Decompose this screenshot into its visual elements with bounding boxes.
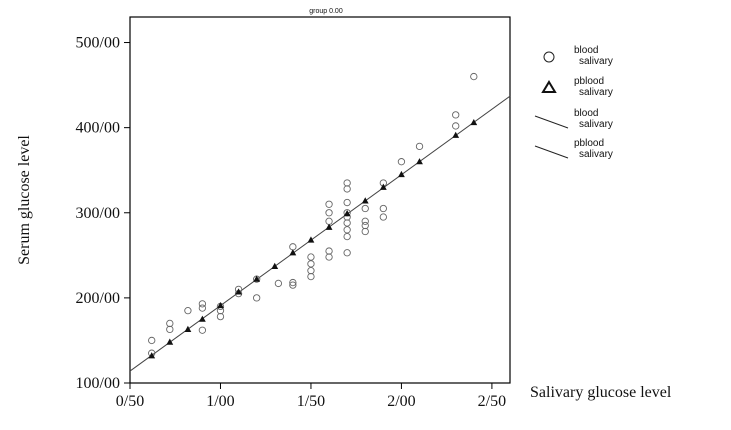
legend-label-line1: blood [574,45,598,56]
triangle-point [235,288,242,295]
circle-point [415,142,424,151]
triangle-point [198,315,206,322]
y-axis: 100/00 200/00 300/00 400/00 500/00 [76,35,130,392]
legend-label-line2: salivary [579,87,613,98]
x-tick-label: 1/00 [206,393,234,410]
circle-point [325,209,333,217]
y-tick-label: 500/00 [76,35,120,52]
circle-point [274,279,283,288]
circle-point [289,278,297,287]
circle-point [184,307,192,315]
triangle-point [470,118,478,126]
circle-point [307,260,315,268]
legend-line-marker [534,115,569,129]
circle-point [361,217,369,225]
triangle-point [184,325,192,332]
circle-point [343,232,351,241]
chart-title: group 0.00 [309,8,343,15]
triangle-point [271,262,279,269]
x-tick-label: 1/50 [297,393,325,410]
triangle-point [166,338,174,345]
circle-point [307,266,315,275]
circle-point [379,213,387,221]
circle-point [325,247,333,255]
legend-label-line2: salivary [579,56,613,67]
circle-point [216,312,225,321]
circle-point [361,204,369,213]
triangle-point [361,197,369,204]
triangle-point [398,170,405,178]
triangle-point [416,158,423,165]
circle-point [148,336,156,345]
circle-point [325,200,333,208]
circle-point [307,272,315,281]
legend-triangle-marker [541,80,557,93]
circle-point [343,198,351,207]
legend: bloodsalivarypbloodsalivarybloodsalivary… [534,45,613,160]
circle-point [289,281,297,289]
triangle-point [289,249,297,256]
circle-point [343,219,351,227]
x-tick-label: 0/50 [116,393,144,410]
legend-label-line2: salivary [579,149,613,160]
y-tick-label: 200/00 [76,290,120,307]
fit-lines [129,95,511,372]
triangle-point [217,301,224,309]
triangle-point [307,236,315,243]
data-points [148,72,478,359]
circle-point [198,304,207,312]
circle-point [325,217,333,225]
circle-point [289,243,297,251]
triangle-point [253,275,261,282]
triangle-point [343,210,351,217]
circle-point [343,226,351,234]
y-tick-label: 100/00 [76,375,120,392]
x-tick-label: 2/00 [387,393,415,410]
circle-point [343,179,351,187]
circle-point [470,72,478,81]
circle-point [307,253,315,261]
circle-point [198,326,207,334]
triangle-point [452,131,460,138]
legend-label-line2: salivary [579,119,613,130]
x-axis: 0/50 1/00 1/50 2/00 2/50 [116,383,506,410]
legend-line-marker [534,145,569,159]
regression-line [129,95,511,372]
triangle-point [325,223,333,230]
circle-point [216,307,225,315]
circle-point [166,319,174,328]
legend-label-line1: blood [574,108,598,119]
circle-point [343,185,351,193]
y-tick-label: 300/00 [76,205,120,222]
y-axis-label: Serum glucose level [16,135,33,265]
y-tick-label: 400/00 [76,120,120,137]
circle-point [361,227,369,236]
circle-point [166,325,174,334]
legend-label-line1: pblood [574,138,604,149]
circle-point [361,221,369,230]
circle-point [452,122,460,130]
triangle-point [379,183,387,190]
circle-point [379,204,387,213]
circle-point [452,111,460,119]
legend-label-line1: pblood [574,76,604,87]
x-axis-label: Salivary glucose level [530,384,672,401]
x-tick-label: 2/50 [478,393,506,410]
triangle-point [148,352,156,359]
circle-point [253,294,261,302]
plot-frame [129,16,511,384]
legend-circle-marker [543,51,555,63]
circle-point [325,253,333,261]
circle-point [198,300,207,308]
circle-point [397,158,406,166]
circle-point [343,249,351,257]
